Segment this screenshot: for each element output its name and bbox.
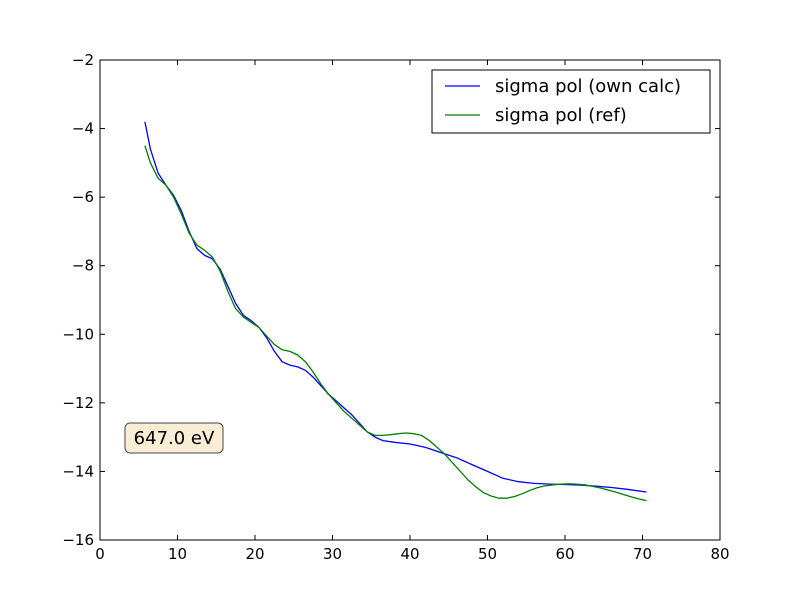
x-tick-label: 50: [478, 545, 497, 563]
y-tick-label: −6: [72, 188, 94, 206]
y-tick-label: −10: [62, 325, 94, 343]
x-tick-label: 30: [323, 545, 342, 563]
legend: sigma pol (own calc) sigma pol (ref): [431, 69, 711, 134]
y-tick-label: −12: [62, 394, 94, 412]
series-layer: [144, 121, 647, 502]
x-tick-label: 10: [168, 545, 187, 563]
y-tick-label: −14: [62, 462, 94, 480]
y-tick-label: −2: [72, 51, 94, 69]
x-tick-label: 0: [95, 545, 105, 563]
energy-annotation: 647.0 eV: [124, 422, 224, 454]
y-tick-label: −16: [62, 531, 94, 549]
x-tick-label: 20: [245, 545, 264, 563]
legend-box: [431, 69, 711, 134]
legend-label-ref: sigma pol (ref): [495, 105, 627, 126]
y-tick-label: −4: [72, 120, 94, 138]
legend-label-own-calc: sigma pol (own calc): [495, 76, 681, 97]
series-line-ref: [144, 145, 647, 502]
x-tick-label: 40: [400, 545, 419, 563]
x-tick-label: 80: [710, 545, 729, 563]
x-tick-label: 70: [633, 545, 652, 563]
annotation-text: 647.0 eV: [134, 428, 215, 449]
x-tick-label: 60: [555, 545, 574, 563]
ticks-layer: 0 10 20 30 40 50 60 70 80 −2 −4 −6 −8 −10 −12 −14 −16: [62, 51, 729, 563]
y-tick-label: −8: [72, 257, 94, 275]
annotation-box: [124, 422, 224, 454]
